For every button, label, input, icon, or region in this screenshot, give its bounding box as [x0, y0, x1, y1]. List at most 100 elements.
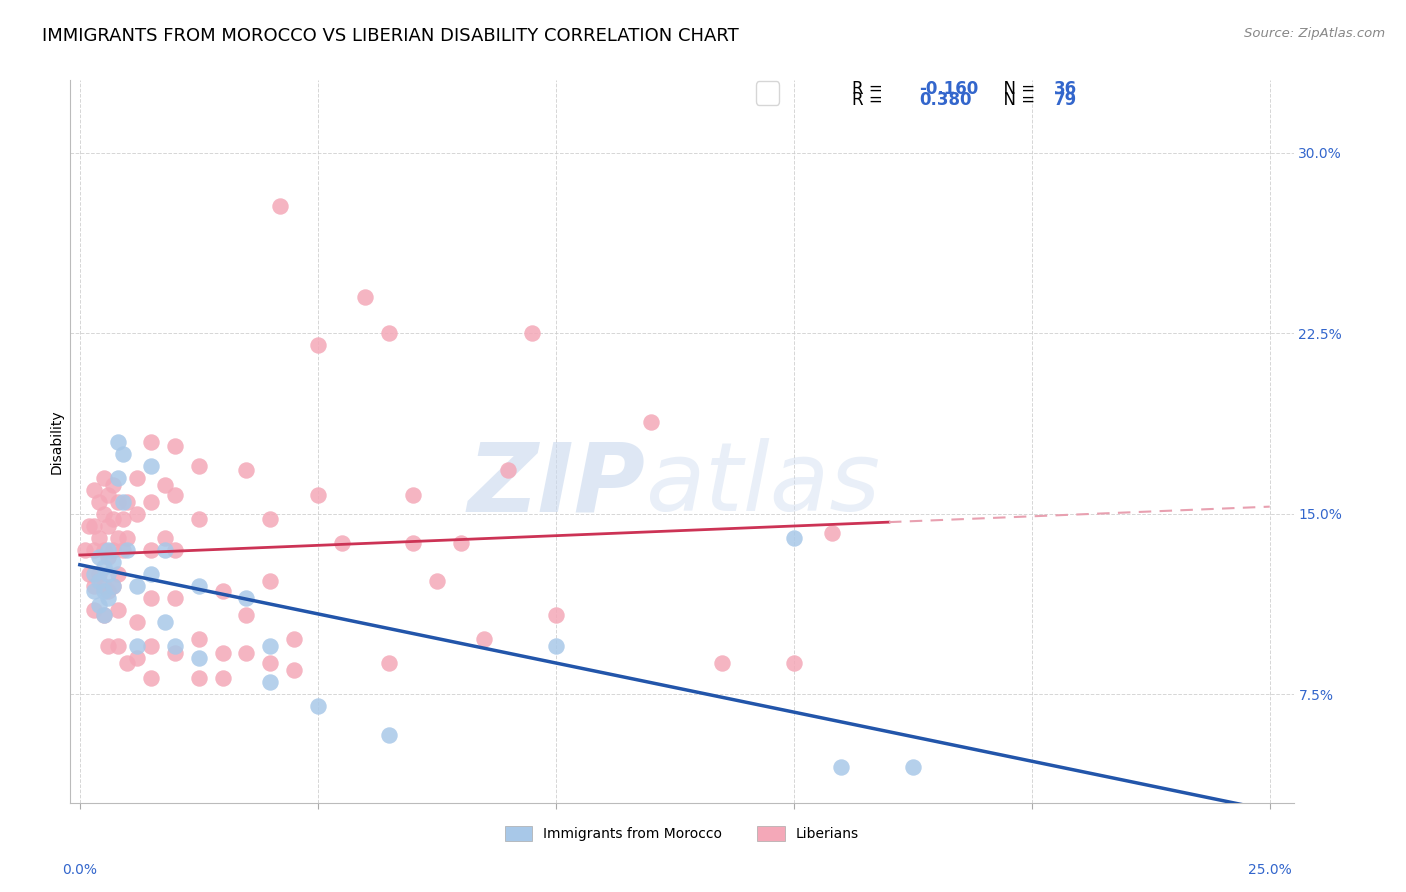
Point: [117, 656, 139, 670]
Point: [711, 656, 734, 670]
Point: [187, 671, 209, 685]
Point: [111, 542, 134, 557]
Point: [101, 555, 124, 569]
Point: [269, 198, 291, 212]
Text: 79: 79: [1054, 91, 1077, 109]
Point: [235, 647, 257, 661]
Point: [83, 519, 105, 533]
Point: [141, 639, 163, 653]
Text: Source: ZipAtlas.com: Source: ZipAtlas.com: [1244, 27, 1385, 40]
Point: [544, 639, 567, 653]
Point: [73, 542, 96, 557]
Point: [155, 542, 177, 557]
Point: [83, 542, 105, 557]
Point: [141, 494, 163, 508]
Point: [354, 290, 377, 304]
Point: [125, 615, 148, 630]
Point: [97, 567, 120, 582]
Point: [155, 531, 177, 545]
Point: [101, 579, 124, 593]
Point: [141, 591, 163, 606]
Point: [141, 542, 163, 557]
Point: [187, 651, 209, 665]
Point: [283, 632, 305, 646]
Point: [235, 607, 257, 622]
Point: [93, 579, 115, 593]
Point: [259, 639, 281, 653]
Point: [87, 531, 110, 545]
Point: [783, 656, 806, 670]
Point: [87, 494, 110, 508]
Point: [107, 531, 129, 545]
Point: [187, 579, 209, 593]
Point: [259, 656, 281, 670]
Point: [111, 494, 134, 508]
Text: R =: R =: [852, 79, 889, 98]
Point: [83, 567, 105, 582]
Text: 0.380: 0.380: [920, 91, 972, 109]
Point: [163, 647, 186, 661]
Point: [155, 615, 177, 630]
Point: [187, 458, 209, 473]
Point: [283, 664, 305, 678]
Point: [378, 656, 401, 670]
Point: [402, 487, 425, 501]
Point: [97, 519, 120, 533]
Point: [426, 574, 449, 589]
Point: [378, 728, 401, 742]
Point: [125, 639, 148, 653]
Point: [87, 574, 110, 589]
Point: [107, 434, 129, 449]
Point: [496, 463, 519, 477]
Point: [125, 579, 148, 593]
Point: [97, 550, 120, 565]
Text: -0.160: -0.160: [920, 79, 979, 98]
Y-axis label: Disability: Disability: [49, 409, 63, 474]
Point: [307, 338, 329, 352]
Point: [783, 531, 806, 545]
Point: [93, 607, 115, 622]
Point: [163, 487, 186, 501]
Point: [117, 542, 139, 557]
Point: [125, 471, 148, 485]
Point: [141, 458, 163, 473]
Point: [640, 415, 662, 429]
Point: [402, 535, 425, 549]
Point: [83, 583, 105, 598]
Point: [93, 507, 115, 521]
Point: [107, 639, 129, 653]
Text: 0.0%: 0.0%: [62, 863, 97, 877]
Point: [117, 494, 139, 508]
Point: [155, 478, 177, 492]
Point: [307, 487, 329, 501]
Point: [101, 511, 124, 525]
Point: [330, 535, 353, 549]
Point: [79, 519, 101, 533]
Text: IMMIGRANTS FROM MOROCCO VS LIBERIAN DISABILITY CORRELATION CHART: IMMIGRANTS FROM MOROCCO VS LIBERIAN DISA…: [42, 27, 740, 45]
Point: [450, 535, 472, 549]
Point: [163, 591, 186, 606]
Point: [125, 651, 148, 665]
Point: [307, 699, 329, 714]
Point: [97, 639, 120, 653]
Point: [163, 439, 186, 453]
Point: [101, 579, 124, 593]
Point: [93, 471, 115, 485]
Point: [141, 567, 163, 582]
Point: [87, 567, 110, 582]
Text: ZIP: ZIP: [467, 438, 645, 532]
Point: [235, 463, 257, 477]
Point: [93, 559, 115, 574]
Point: [83, 579, 105, 593]
Point: [83, 483, 105, 497]
Point: [378, 326, 401, 341]
Point: [830, 760, 852, 774]
Point: [107, 567, 129, 582]
Point: [97, 487, 120, 501]
Point: [259, 574, 281, 589]
Text: N =: N =: [993, 79, 1040, 98]
Point: [111, 511, 134, 525]
Point: [97, 542, 120, 557]
Point: [101, 478, 124, 492]
Point: [125, 507, 148, 521]
